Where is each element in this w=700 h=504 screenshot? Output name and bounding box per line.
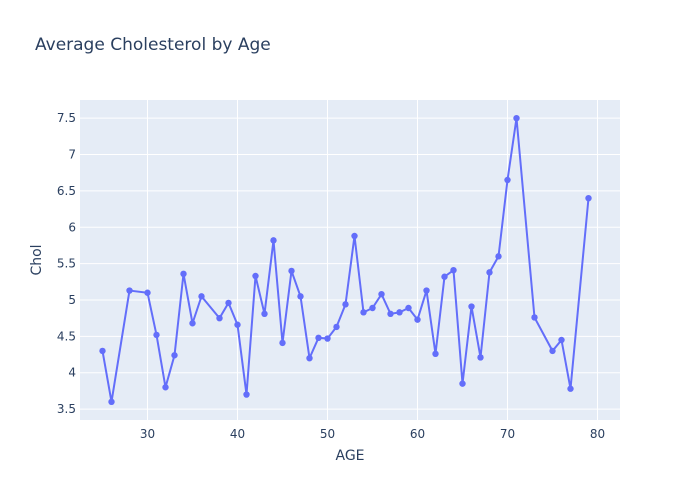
data-point[interactable] — [567, 385, 574, 392]
data-point[interactable] — [360, 309, 367, 316]
y-tick-label: 4.5 — [57, 329, 76, 343]
y-tick-label: 7.5 — [57, 111, 76, 125]
data-point[interactable] — [99, 347, 106, 355]
data-point[interactable] — [549, 347, 556, 355]
data-point[interactable] — [189, 320, 196, 327]
data-point[interactable] — [414, 316, 421, 323]
data-point[interactable] — [198, 293, 205, 300]
data-point[interactable] — [333, 323, 340, 331]
data-points — [99, 114, 592, 406]
y-tick-label: 6.5 — [57, 184, 76, 198]
y-tick-label: 5 — [68, 293, 76, 307]
data-point[interactable] — [459, 380, 466, 387]
data-point[interactable] — [486, 269, 493, 276]
x-tick-label: 70 — [500, 427, 515, 441]
chart-title: Average Cholesterol by Age — [35, 35, 271, 55]
data-point[interactable] — [261, 310, 268, 318]
x-axis-ticks: 30 40 50 60 70 80 — [140, 427, 605, 441]
y-axis-ticks: 3.5 4 4.5 5 5.5 6 6.5 7 7.5 — [57, 111, 76, 416]
y-tick-label: 4 — [68, 366, 76, 380]
data-point[interactable] — [297, 293, 304, 300]
x-tick-label: 80 — [590, 427, 605, 441]
data-point[interactable] — [126, 287, 133, 294]
data-point[interactable] — [468, 303, 475, 310]
data-point[interactable] — [387, 310, 394, 318]
data-point[interactable] — [288, 267, 295, 275]
data-point[interactable] — [432, 350, 439, 358]
data-point[interactable] — [369, 304, 376, 312]
plot-area — [80, 100, 620, 420]
y-tick-label: 6 — [68, 220, 76, 234]
data-point[interactable] — [225, 299, 232, 307]
x-axis-label: AGE — [335, 448, 364, 464]
data-point[interactable] — [495, 253, 502, 260]
data-point[interactable] — [153, 331, 160, 339]
y-tick-label: 5.5 — [57, 257, 76, 271]
data-point[interactable] — [243, 391, 250, 398]
data-point[interactable] — [450, 266, 457, 274]
x-tick-label: 40 — [230, 427, 245, 441]
data-point[interactable] — [504, 176, 511, 184]
data-point[interactable] — [585, 194, 592, 202]
data-point[interactable] — [405, 304, 412, 312]
data-point[interactable] — [513, 114, 520, 122]
data-point[interactable] — [351, 232, 358, 240]
data-point[interactable] — [342, 301, 349, 308]
data-point[interactable] — [252, 272, 259, 280]
data-point[interactable] — [144, 289, 151, 296]
data-point[interactable] — [270, 237, 277, 244]
y-tick-label: 3.5 — [57, 402, 76, 416]
data-point[interactable] — [306, 354, 313, 362]
data-point[interactable] — [108, 398, 115, 406]
gridlines — [80, 100, 620, 420]
data-point[interactable] — [441, 273, 448, 280]
data-point[interactable] — [324, 335, 331, 342]
data-point[interactable] — [396, 309, 403, 316]
x-tick-label: 60 — [410, 427, 425, 441]
y-tick-label: 7 — [68, 148, 76, 162]
data-point[interactable] — [477, 354, 484, 361]
data-point[interactable] — [558, 336, 565, 344]
data-point[interactable] — [162, 384, 169, 391]
data-point[interactable] — [234, 321, 241, 328]
data-point[interactable] — [180, 270, 187, 278]
data-point[interactable] — [216, 314, 223, 322]
data-point[interactable] — [378, 290, 385, 298]
x-tick-label: 30 — [140, 427, 155, 441]
data-point[interactable] — [171, 352, 178, 359]
data-point[interactable] — [279, 339, 286, 347]
data-point[interactable] — [531, 314, 538, 321]
data-point[interactable] — [315, 334, 322, 342]
x-tick-label: 50 — [320, 427, 335, 441]
y-axis-label: Chol — [29, 244, 45, 275]
data-point[interactable] — [423, 287, 430, 294]
